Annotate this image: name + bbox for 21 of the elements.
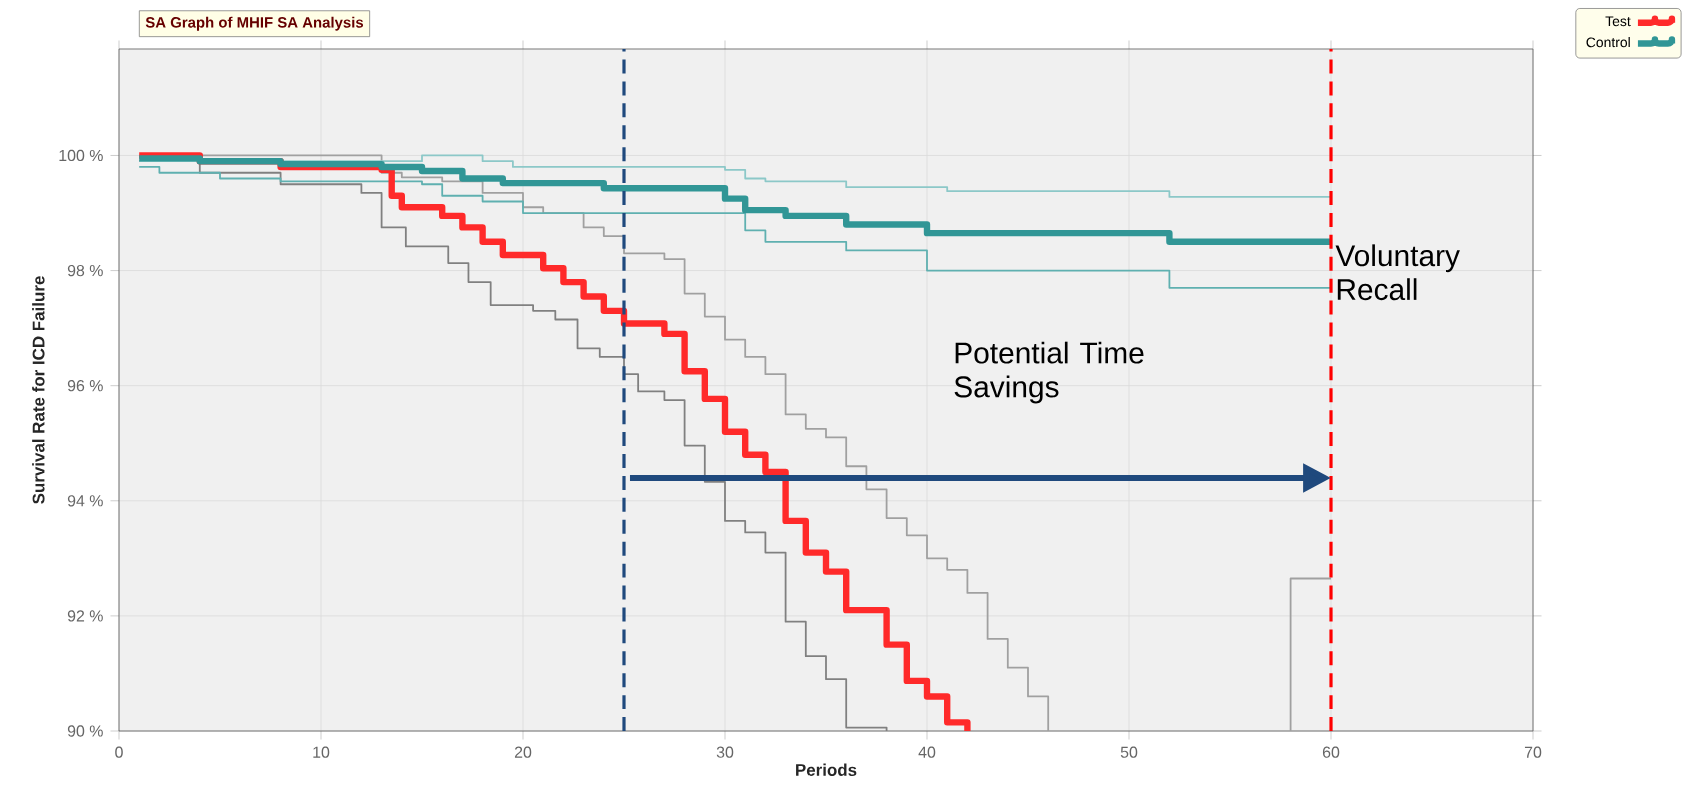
y-tick-label: 94 % xyxy=(67,495,103,507)
legend-label: Test xyxy=(1605,16,1631,27)
y-axis-title: Survival Rate for ICD Failure xyxy=(32,276,45,504)
y-tick-label: 100 % xyxy=(59,149,103,162)
x-tick-label: 0 xyxy=(115,746,123,758)
y-tick-label: 90 % xyxy=(67,725,103,737)
annotation: Potential Time Savings xyxy=(954,341,1144,404)
x-tick-label: 20 xyxy=(514,746,532,758)
legend-label: Control xyxy=(1586,37,1630,48)
x-tick-label: 40 xyxy=(918,746,936,758)
y-tick-label: 96 % xyxy=(67,380,103,392)
x-axis-title: Periods xyxy=(796,763,857,776)
y-tick-label: 92 % xyxy=(67,610,103,622)
x-tick-label: 70 xyxy=(1524,746,1542,758)
ref-line-label: Voluntary Recall xyxy=(1335,244,1460,301)
chart-title: SA Graph of MHIF SA Analysis xyxy=(145,16,364,31)
x-tick-label: 10 xyxy=(313,746,330,758)
y-tick-label: 98 % xyxy=(67,264,103,277)
x-tick-label: 30 xyxy=(716,746,734,758)
x-tick-label: 60 xyxy=(1322,746,1340,758)
x-tick-label: 50 xyxy=(1120,746,1138,758)
